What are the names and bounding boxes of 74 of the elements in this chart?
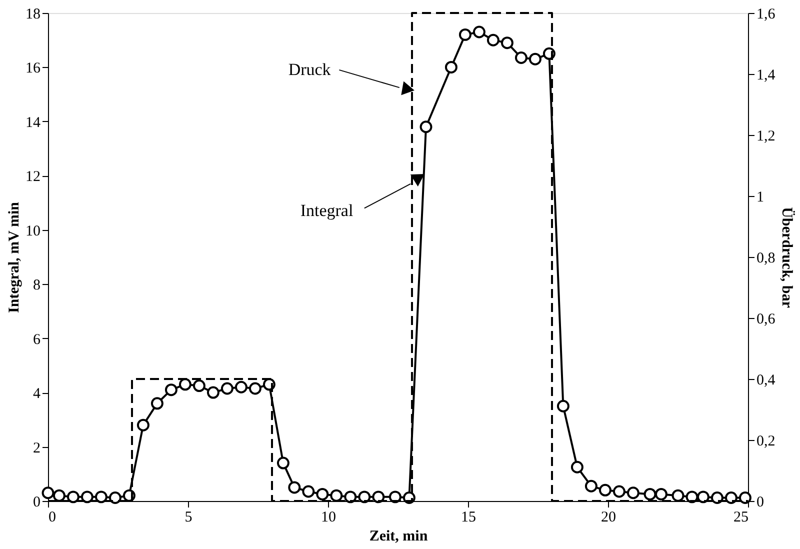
y-tick-label: 8 — [33, 278, 40, 294]
point — [672, 489, 684, 502]
point — [108, 492, 122, 504]
x-tick-label: 0 — [48, 510, 56, 526]
y-axis-title: Integral, mV min — [6, 201, 22, 313]
point — [276, 456, 290, 470]
point — [220, 382, 234, 395]
y-tick-label: 14 — [26, 114, 41, 131]
point — [696, 490, 710, 504]
y2-tick-label: 0 — [756, 494, 764, 510]
x-tick-label: 25 — [734, 510, 748, 526]
point — [66, 490, 80, 504]
y-tick-label: 10 — [26, 223, 40, 240]
point — [626, 486, 640, 500]
point — [372, 490, 385, 504]
y2-tick-label: 1,2 — [756, 128, 776, 144]
y2-tick-label: 1,4 — [756, 68, 776, 84]
point — [136, 418, 150, 432]
y2-tick-label: 0,2 — [756, 434, 776, 450]
point — [288, 481, 301, 494]
point — [234, 380, 248, 394]
y2-tick-label: 0,6 — [756, 312, 776, 328]
annotation: Druck — [288, 60, 332, 79]
point — [330, 489, 343, 502]
y-tick-label: 2 — [33, 440, 40, 456]
y-tick-label: 0 — [33, 494, 40, 510]
point — [458, 28, 472, 41]
point — [52, 489, 66, 502]
x-tick-label: 20 — [601, 510, 616, 526]
point — [500, 36, 514, 50]
point — [302, 485, 315, 498]
point — [738, 492, 752, 504]
y2-tick-label: 1 — [756, 190, 764, 206]
point — [598, 484, 612, 496]
point — [206, 386, 220, 399]
x-tick-label: 15 — [461, 510, 476, 526]
point — [486, 34, 500, 46]
point — [724, 492, 738, 504]
point — [556, 400, 570, 412]
y-tick-label: 18 — [26, 6, 40, 22]
y2-axis-title: Überdruck, bar — [778, 207, 796, 308]
point — [94, 490, 108, 504]
point — [472, 26, 486, 38]
y-tick-label: 16 — [26, 60, 41, 77]
point — [316, 488, 329, 500]
point — [150, 397, 164, 410]
point — [248, 382, 262, 395]
y2-tick-label: 0,8 — [756, 250, 776, 266]
x-tick-label: 10 — [321, 510, 336, 526]
point — [178, 378, 192, 391]
point — [444, 60, 458, 74]
y2-tick-label: 0,4 — [756, 372, 776, 388]
point — [420, 120, 432, 134]
point — [80, 490, 94, 504]
point — [710, 492, 724, 504]
point — [528, 52, 542, 66]
point — [644, 488, 656, 500]
annotation: Integral — [300, 200, 354, 220]
point — [654, 488, 668, 500]
point — [514, 52, 528, 64]
y2-tick-label: 1,6 — [756, 6, 776, 22]
point — [192, 380, 206, 392]
point — [358, 490, 371, 504]
point — [164, 384, 178, 396]
point — [42, 486, 54, 500]
x-axis-title: Zeit, min — [369, 528, 428, 544]
y-tick-label: 6 — [33, 332, 41, 348]
point — [584, 480, 598, 492]
point — [344, 490, 357, 504]
point — [612, 485, 626, 498]
x-tick-label: 5 — [184, 510, 192, 526]
y-tick-label: 12 — [26, 169, 40, 186]
y-tick-label: 4 — [33, 386, 41, 402]
point — [570, 460, 584, 474]
